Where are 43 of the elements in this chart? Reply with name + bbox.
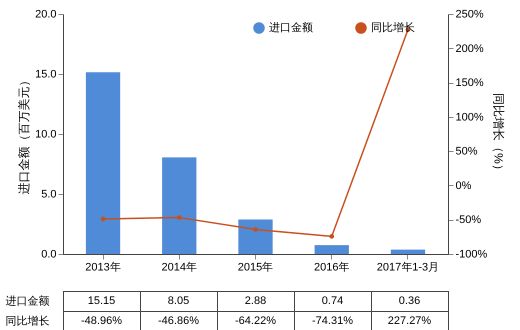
point xyxy=(329,234,334,239)
data-label: -74.31% xyxy=(312,315,354,327)
x-tick-label: 2014年 xyxy=(162,262,198,274)
y-tick-label: 20.0 xyxy=(35,8,56,20)
legend-label: 同比增长 xyxy=(371,21,415,34)
y2-tick-label: 0% xyxy=(456,180,472,192)
y2-tick-label: 50% xyxy=(456,146,478,158)
x-tick-label: 2015年 xyxy=(238,262,274,274)
bar xyxy=(314,245,349,254)
data-label: 15.15 xyxy=(88,295,116,307)
data-label: 0.74 xyxy=(322,295,344,307)
y-tick-label: 5.0 xyxy=(41,188,56,200)
x-tick-label: 2016年 xyxy=(314,262,350,274)
bar xyxy=(162,157,196,254)
bar xyxy=(238,219,273,254)
x-tick-label: 2017年1-3月 xyxy=(376,262,440,274)
text: 同比增长 xyxy=(6,316,50,328)
point xyxy=(253,227,258,232)
data-label: 8.05 xyxy=(168,295,190,307)
y2-tick-label: -100% xyxy=(456,248,488,260)
point xyxy=(100,216,106,222)
y-axis-title: 进口金额（百万美元） xyxy=(17,74,32,194)
y2-tick-label: -50% xyxy=(456,214,482,226)
legend-label: 进口金额 xyxy=(269,21,313,34)
x-tick-label: 2013年 xyxy=(85,262,121,274)
y2-tick-label: 250% xyxy=(456,8,484,20)
data-label: -46.86% xyxy=(158,315,200,327)
data-label: -48.96% xyxy=(81,315,122,327)
point xyxy=(176,215,182,220)
bar xyxy=(390,250,426,254)
bar xyxy=(86,72,120,254)
y-tick-label: 0.0 xyxy=(41,248,56,260)
data-label: 0.36 xyxy=(398,295,420,307)
data-label: -64.22% xyxy=(235,315,276,327)
y2-tick-label: 100% xyxy=(456,111,484,124)
y2-tick-label: 200% xyxy=(456,42,484,55)
data-label: 227.27% xyxy=(388,315,432,327)
y2-axis-title: 同比增长（%） xyxy=(491,93,506,176)
y2-tick-label: 150% xyxy=(456,77,484,90)
text: 进口金额 xyxy=(6,296,50,308)
y-tick-label: 15.0 xyxy=(35,68,56,80)
y-tick-label: 10.0 xyxy=(35,128,56,140)
data-label: 2.88 xyxy=(244,295,266,307)
